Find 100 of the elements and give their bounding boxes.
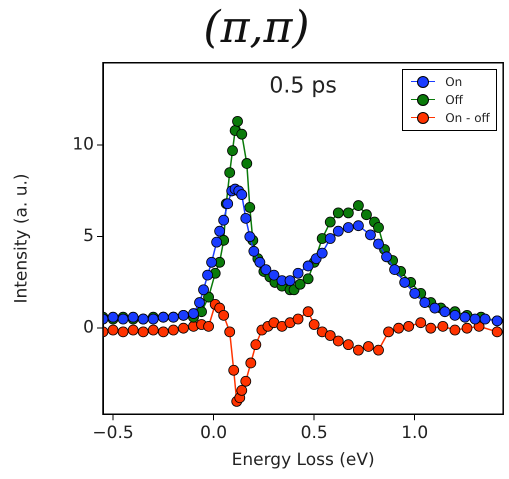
point [227,145,238,156]
point [158,326,169,338]
point [332,226,344,237]
point [342,207,354,218]
point [324,233,336,244]
point [206,256,217,268]
point [188,308,199,319]
point [245,358,256,368]
point [250,339,262,350]
point [324,330,336,341]
point [284,317,296,328]
point [294,278,306,290]
point [218,310,230,321]
chart-title: (π,π) [203,2,310,53]
point [332,207,344,218]
point [236,128,248,140]
point [316,326,328,338]
point [450,324,460,336]
annotation: 0.5 ps [269,74,337,99]
x-tick-label: 0.0 [200,422,228,443]
point [244,202,256,213]
point [383,326,394,338]
point [108,324,118,336]
x-tick-label: −0.5 [92,422,134,443]
point [373,222,384,233]
point [214,226,226,237]
point [353,344,364,356]
point [254,256,266,268]
point [148,324,159,336]
point [419,297,430,308]
point [415,317,426,328]
point [342,222,354,233]
legend-label: Off [445,92,463,107]
point [232,116,243,127]
x-tick-label: 0.5 [300,422,328,443]
point [393,322,404,334]
point [268,270,280,281]
x-tick-label: 1.0 [401,422,428,443]
y-tick-label: 5 [83,226,94,246]
point [244,231,256,242]
point [353,220,364,232]
point [308,319,320,330]
point [480,314,490,324]
point [178,322,189,334]
legend-label: On - off [445,110,490,125]
legend-label: On [445,74,462,89]
point [292,268,304,279]
point [218,214,230,226]
point [389,264,400,276]
point [240,212,252,224]
point [118,326,129,338]
point [284,275,296,286]
point [363,341,374,352]
y-axis-title: Intensity (a. u.) [12,173,32,304]
point [365,229,376,240]
point [168,324,179,336]
point [381,251,392,262]
point [409,288,420,299]
point [462,322,472,334]
point [470,314,480,324]
point [240,376,252,387]
point [248,246,260,257]
point [292,314,304,324]
point [202,270,213,281]
y-tick-label: 10 [72,134,94,155]
point [198,284,209,296]
point [203,320,214,332]
point [211,236,222,248]
point [403,320,414,332]
point [302,273,314,284]
y-tick-label: 0 [83,318,94,338]
point [399,277,410,288]
point [224,167,236,178]
point [437,320,448,332]
point [373,344,384,356]
point [439,306,450,318]
point [203,292,214,302]
point [228,364,240,376]
point [361,209,372,220]
point [429,302,440,314]
point [342,339,354,350]
point [268,317,280,328]
point [276,320,288,332]
point [425,322,436,334]
point [316,248,328,259]
point [128,324,139,336]
point [373,238,384,250]
point [138,326,149,338]
point [332,336,344,346]
point [450,310,460,321]
point [224,326,236,338]
point [324,216,336,228]
x-axis-title: Energy Loss (eV) [232,450,375,470]
point [302,260,314,272]
point [353,200,364,211]
point [194,297,205,308]
point [241,158,252,169]
point [492,326,503,338]
point [236,189,248,200]
point [302,306,314,318]
